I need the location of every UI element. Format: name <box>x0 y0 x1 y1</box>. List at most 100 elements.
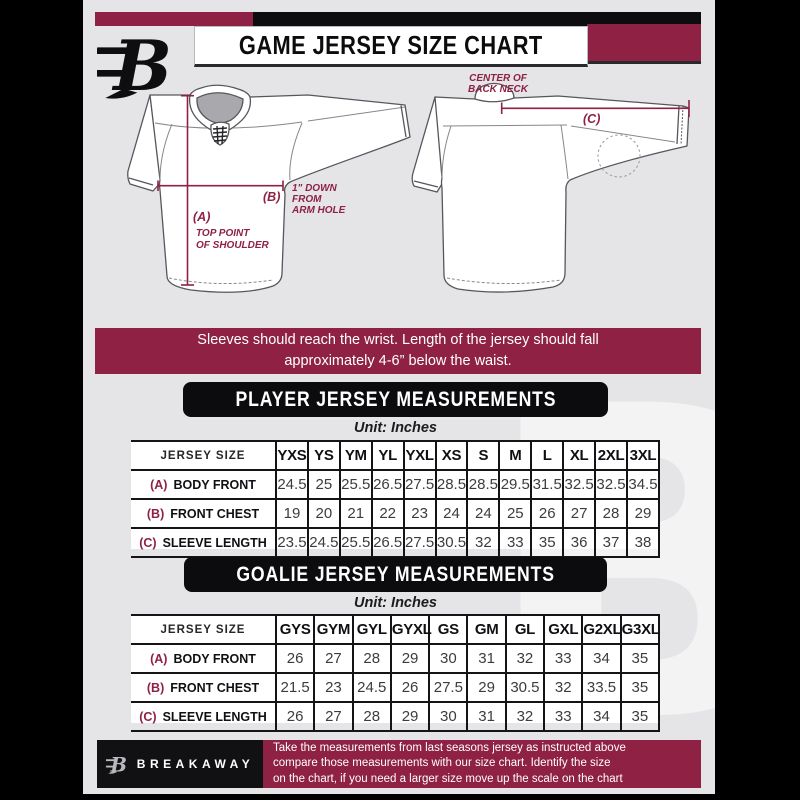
goalie-section-title-row: GOALIE JERSEY MEASUREMENTS <box>131 557 660 592</box>
measurement-value: 36 <box>562 527 597 558</box>
size-header-row: JERSEY SIZE YXS YS YM YL YXL XS S M L XL 2XL 3XL <box>131 440 661 471</box>
measurement-value: 27 <box>313 701 354 732</box>
measurement-row-label: (C) SLEEVE LENGTH <box>131 527 277 558</box>
footer-instruction-line-2: compare those measurements with our size… <box>273 757 611 770</box>
size-column-header: S <box>466 440 501 471</box>
label-c-text-1: CENTER OF <box>469 73 528 84</box>
measurement-value: 34 <box>581 701 622 732</box>
player-section-title: PLAYER JERSEY MEASUREMENTS <box>235 388 556 411</box>
measurement-value: 24 <box>466 498 501 529</box>
measurement-labels: (A) TOP POINT OF SHOULDER (B) 1" DOWN FR… <box>193 73 600 251</box>
row-label: FRONT CHEST <box>170 506 260 521</box>
breakaway-footer-logo-icon: B <box>105 753 127 776</box>
row-key: (A) <box>150 477 168 492</box>
size-column-header: YXL <box>402 440 437 471</box>
measurement-value: 30.5 <box>434 527 469 558</box>
size-column-header: GS <box>428 614 469 645</box>
measurement-row: (C) SLEEVE LENGTH 26 27 28 29 30 31 32 33 34 35 <box>131 701 661 732</box>
measurement-value: 24.5 <box>275 469 309 500</box>
measurement-row-label: (A) BODY FRONT <box>131 643 277 674</box>
size-column-header: XS <box>434 440 469 471</box>
measurement-value: 34 <box>581 643 622 674</box>
row-key: (B) <box>146 506 165 521</box>
size-column-header: M <box>498 440 533 471</box>
measurement-value: 19 <box>275 498 309 529</box>
size-column-header: GYS <box>274 614 316 645</box>
measurement-value: 26.5 <box>370 469 405 500</box>
footer-instruction-line-1: Take the measurements from last seasons … <box>273 741 626 754</box>
player-section-title-row: PLAYER JERSEY MEASUREMENTS <box>131 382 660 417</box>
measurement-value: 35 <box>619 701 661 732</box>
label-a-text-1: TOP POINT <box>196 228 250 239</box>
player-table: JERSEY SIZE YXS YS YM YL YXL XS S M L XL 2XL 3XL (A) B… <box>131 440 661 558</box>
jersey-size-header: JERSEY SIZE <box>131 440 277 471</box>
measurement-value: 32 <box>504 643 546 674</box>
size-column-header: GL <box>504 614 546 645</box>
measurement-value: 31.5 <box>530 469 565 500</box>
measurement-row-label: (B) FRONT CHEST <box>131 672 277 703</box>
label-c-key: (C) <box>583 112 600 126</box>
measurement-value: 33 <box>543 643 584 674</box>
size-column-header: GM <box>466 614 507 645</box>
goalie-section-title: GOALIE JERSEY MEASUREMENTS <box>236 563 555 586</box>
size-column-header: G2XL <box>581 614 622 645</box>
measurement-value: 25.5 <box>338 527 373 558</box>
measurement-value: 32 <box>466 527 501 558</box>
measurement-row-label: (B) FRONT CHEST <box>131 498 277 529</box>
measurement-value: 30 <box>428 643 469 674</box>
measurement-value: 33.5 <box>581 672 622 703</box>
measurement-row-label: (A) BODY FRONT <box>131 469 277 500</box>
footer-instruction-line-3: on the chart, if you need a larger size … <box>273 772 623 785</box>
footer-instructions-box: Take the measurements from last seasons … <box>263 740 701 788</box>
measurement-value: 32 <box>504 701 546 732</box>
measurement-value: 32.5 <box>562 469 597 500</box>
player-section-title-pill: PLAYER JERSEY MEASUREMENTS <box>182 382 609 417</box>
measurement-value: 20 <box>306 498 341 529</box>
measurement-value: 27.5 <box>402 527 437 558</box>
row-key: (A) <box>150 651 168 666</box>
size-column-header: GXL <box>543 614 584 645</box>
measurement-value: 35 <box>530 527 565 558</box>
row-key: (C) <box>139 709 157 724</box>
size-column-header: YS <box>306 440 341 471</box>
size-column-header: XL <box>562 440 597 471</box>
label-a-text-2: OF SHOULDER <box>196 240 270 251</box>
back-jersey-drawing <box>411 82 690 293</box>
label-c-text-2: BACK NECK <box>468 84 529 95</box>
size-column-header: G3XL <box>619 614 661 645</box>
label-a-key: (A) <box>193 210 210 224</box>
row-key: (C) <box>139 535 157 550</box>
size-column-header: GYXL <box>389 614 432 645</box>
row-label: SLEEVE LENGTH <box>162 535 267 550</box>
measurement-value: 21.5 <box>274 672 316 703</box>
goalie-measurements-table: JERSEY SIZE GYS GYM GYL GYXL GS GM GL GXL G2XL G3X… <box>131 614 661 732</box>
measurement-value: 33 <box>543 701 584 732</box>
measurement-value: 26 <box>530 498 565 529</box>
measurement-value: 32 <box>543 672 584 703</box>
svg-text:B: B <box>109 753 126 776</box>
measurement-row: (C) SLEEVE LENGTH 23.5 24.5 25.5 26.5 27.5 30.5… <box>131 527 661 558</box>
label-b-text-1: 1" DOWN <box>292 183 338 194</box>
measurement-value: 25 <box>498 498 533 529</box>
header-top-bar-accent <box>95 12 253 26</box>
measurement-value: 21 <box>338 498 373 529</box>
size-column-header: 2XL <box>594 440 628 471</box>
measurement-value: 28 <box>351 701 392 732</box>
label-b-key: (B) <box>263 190 280 204</box>
label-b-text-2: FROM <box>292 194 322 205</box>
measurement-value: 26 <box>274 701 316 732</box>
measurement-value: 34.5 <box>625 469 661 500</box>
row-label: BODY FRONT <box>173 477 256 492</box>
measurement-value: 24 <box>434 498 469 529</box>
measurement-value: 29.5 <box>498 469 533 500</box>
measurement-row-label: (C) SLEEVE LENGTH <box>131 701 277 732</box>
measurement-value: 22 <box>370 498 405 529</box>
measurement-value: 27 <box>313 643 354 674</box>
measurement-value: 27.5 <box>402 469 437 500</box>
breakaway-logo-icon: B <box>97 26 172 106</box>
measurement-value: 27 <box>562 498 597 529</box>
sleeve-note-banner: Sleeves should reach the wrist. Length o… <box>95 328 701 374</box>
measurement-value: 35 <box>619 672 661 703</box>
row-label: FRONT CHEST <box>170 680 260 695</box>
measurement-row: (A) BODY FRONT 24.5 25 25.5 26.5 27.5 28.5 28.5 2… <box>131 469 661 500</box>
